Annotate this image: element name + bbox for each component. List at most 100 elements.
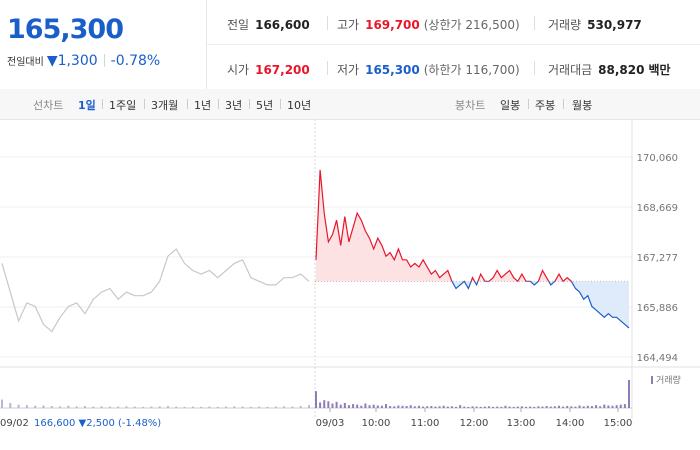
stat-divider <box>327 16 328 30</box>
volume-bar <box>343 402 346 408</box>
tab-monthly[interactable]: 월봉 <box>572 99 593 112</box>
chart-period-tabs: 선차트 1일 1주일 3개월 1년 3년 5년 10년 봉차트 일봉 주봉 월봉 <box>0 89 700 120</box>
stat-open: 시가 167,200 <box>227 61 310 78</box>
volume-bar <box>455 406 458 408</box>
volume-bar <box>67 405 70 408</box>
volume-bar <box>339 404 342 408</box>
volume-bar <box>516 406 519 408</box>
x-axis: 09/03 10:00 11:00 12:00 13:00 14:00 15:00 <box>316 408 632 429</box>
volume-bar <box>352 404 355 408</box>
tab-divider <box>144 99 145 109</box>
tab-divider <box>528 99 529 109</box>
stat-label: 거래량 <box>548 18 582 32</box>
volume-bar <box>299 406 302 408</box>
stat-divider <box>534 61 535 75</box>
volume-bar <box>574 406 577 408</box>
chart-footer: 09/02 166,600 ▼2,500 (-1.48%) <box>0 418 161 429</box>
volume-bar <box>175 406 178 408</box>
volume-bar <box>446 406 449 408</box>
tab-1w[interactable]: 1주일 <box>109 99 137 112</box>
volume-bar <box>450 406 453 408</box>
volume-bar <box>586 405 589 408</box>
volume-bar <box>549 406 552 408</box>
tab-weekly[interactable]: 주봉 <box>535 99 556 112</box>
stat-divider <box>534 16 535 30</box>
stat-value: 530,977 <box>587 18 642 32</box>
down-area-fill <box>451 281 629 328</box>
volume-bar <box>471 406 474 408</box>
stat-unit: 백만 <box>648 63 671 77</box>
up-area-fill <box>316 169 629 282</box>
prev-day-summary: 166,600 ▼2,500 (-1.48%) <box>34 418 161 429</box>
tab-5y[interactable]: 5년 <box>256 99 274 112</box>
volume-bar <box>283 406 286 408</box>
volume-bar <box>347 405 350 408</box>
volume-bar <box>582 406 585 408</box>
volume-bar <box>258 406 261 408</box>
volume-bar <box>529 406 532 408</box>
volume-bar <box>578 405 581 408</box>
area-fills <box>316 169 629 328</box>
stat-label: 전일 <box>227 18 250 32</box>
volume-bar <box>487 406 490 408</box>
tab-divider <box>187 99 188 109</box>
volume-bar <box>434 406 437 408</box>
x-tick-label: 09/03 <box>316 418 345 429</box>
tab-3m[interactable]: 3개월 <box>151 99 179 112</box>
volume-bar <box>553 406 556 408</box>
volume-bar <box>483 406 486 408</box>
tab-3y[interactable]: 3년 <box>225 99 243 112</box>
volume-bar <box>619 404 622 408</box>
change-percent: -0.78% <box>110 53 161 69</box>
stat-divider <box>327 61 328 75</box>
volume-bar <box>315 391 317 408</box>
volume-bar <box>520 406 523 408</box>
volume-bar <box>545 406 548 408</box>
volume-bar <box>150 406 153 408</box>
volume-bar <box>83 406 86 408</box>
volume-bar <box>327 401 330 408</box>
volume-bar <box>158 406 161 408</box>
tab-1d[interactable]: 1일 <box>78 99 96 112</box>
stats-row-divider <box>207 44 700 45</box>
volume-bar <box>17 404 20 408</box>
volume-bar <box>323 400 326 408</box>
volume-bar <box>409 405 412 408</box>
volume-bar <box>417 405 420 408</box>
volume-bar <box>208 406 211 408</box>
volume-bar <box>249 406 252 408</box>
volume-bar <box>34 405 37 408</box>
x-tick-label: 14:00 <box>556 418 585 429</box>
today-series <box>315 169 630 329</box>
volume-bar <box>356 404 359 408</box>
tab-10y[interactable]: 10년 <box>287 99 312 112</box>
volume-bar <box>364 403 367 408</box>
stat-amount: 거래대금 88,820 백만 <box>548 61 671 78</box>
volume-bar <box>166 406 169 408</box>
stat-label: 거래대금 <box>548 63 593 77</box>
volume-bar <box>380 405 383 408</box>
tab-divider <box>249 99 250 109</box>
volume-bar <box>467 406 470 408</box>
volume-bar <box>628 380 630 408</box>
volume-bar <box>50 406 53 408</box>
previous-day-line <box>1 248 310 333</box>
volume-bar <box>397 405 400 408</box>
volume-bar <box>603 404 606 408</box>
volume-bar <box>59 406 62 408</box>
volume-bar <box>233 406 236 408</box>
stat-value: 165,300 <box>365 63 420 77</box>
line-chart-label: 선차트 <box>33 99 64 112</box>
volume-bar <box>595 405 598 408</box>
x-tick-label: 12:00 <box>460 418 489 429</box>
y-tick-label: 170,060 <box>637 153 678 164</box>
y-tick-label: 165,886 <box>637 303 678 314</box>
volume-bar <box>92 406 95 408</box>
stat-volume: 거래량 530,977 <box>548 16 642 33</box>
volume-bar <box>623 404 626 408</box>
tab-daily[interactable]: 일봉 <box>500 99 521 112</box>
y-tick-label: 164,494 <box>637 353 678 364</box>
volume-bar <box>108 406 111 408</box>
tab-1y[interactable]: 1년 <box>194 99 212 112</box>
